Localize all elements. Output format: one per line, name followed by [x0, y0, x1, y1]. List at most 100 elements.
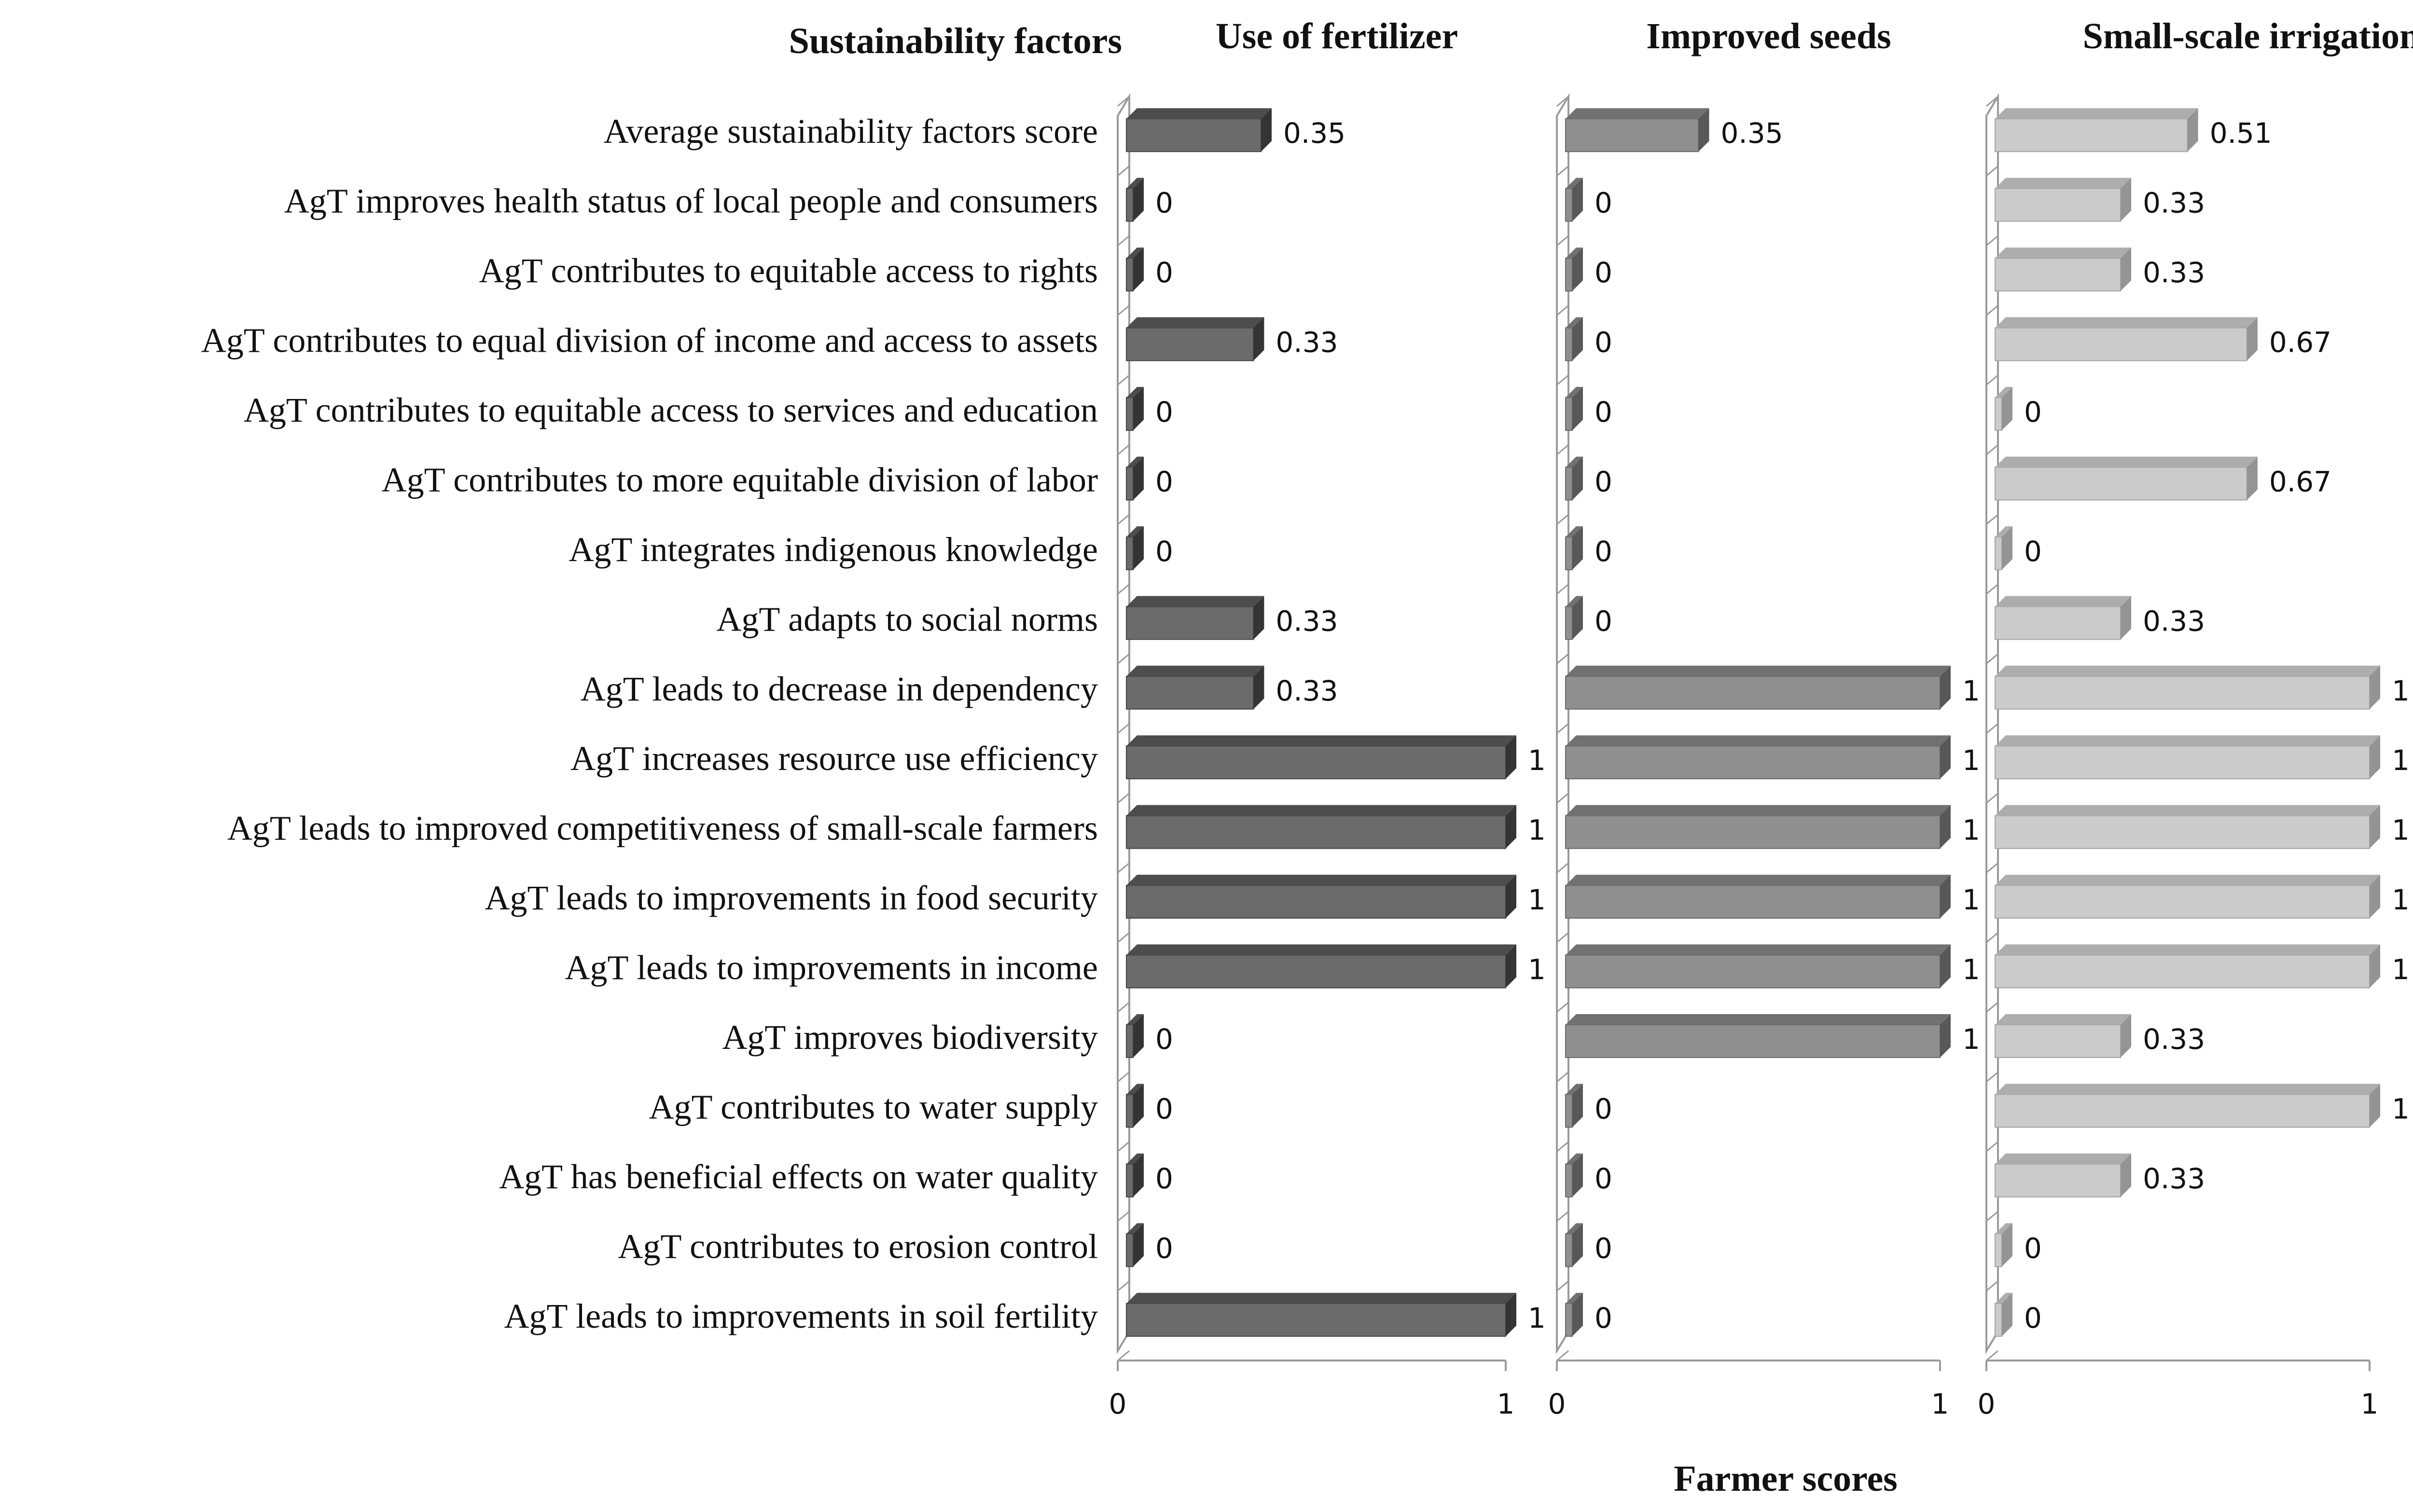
bar-improved-seeds — [1565, 1094, 1573, 1128]
value-label-improved-seeds: 0 — [1595, 187, 1612, 220]
wall-gridline — [1556, 723, 1569, 734]
bar-improved-seeds — [1565, 1024, 1941, 1058]
value-label-use-of-fertilizer: 0 — [1155, 1232, 1173, 1265]
bar-top-face — [1995, 317, 2258, 328]
wall-gridline — [1556, 793, 1569, 804]
wall-gridline — [1556, 165, 1569, 177]
bar-side-face — [2370, 1084, 2380, 1127]
bar-side-face — [1940, 805, 1951, 849]
wall-gridline — [1117, 96, 1130, 107]
bar-small-scale-irrigation — [1995, 815, 2370, 849]
value-label-small-scale-irrigation: 0.33 — [2143, 1023, 2205, 1056]
value-label-use-of-fertilizer: 0 — [1155, 396, 1173, 428]
bar-improved-seeds — [1565, 1303, 1573, 1337]
bar-small-scale-irrigation — [1995, 745, 2370, 780]
wall-gridline — [1117, 1002, 1130, 1013]
bar-top-face — [1566, 735, 1951, 746]
wall-gridline — [1556, 1350, 1569, 1361]
bar-small-scale-irrigation — [1995, 118, 2188, 152]
bar-side-face — [2247, 317, 2258, 361]
bar-small-scale-irrigation — [1995, 675, 2370, 710]
bar-top-face — [1995, 1292, 2012, 1304]
wall-gridline — [1986, 1072, 1998, 1083]
value-label-improved-seeds: 1 — [1962, 883, 1980, 916]
bar-top-face — [1566, 1223, 1583, 1234]
bar-top-face — [1126, 735, 1516, 746]
bar-small-scale-irrigation — [1995, 606, 2122, 640]
value-label-use-of-fertilizer: 1 — [1528, 744, 1546, 777]
category-label-agt-improves-biodiversity: AgT improves biodiversity — [722, 1018, 1098, 1057]
value-label-improved-seeds: 1 — [1962, 744, 1980, 777]
wall-gridline — [1117, 1141, 1130, 1152]
bar-top-face — [1566, 665, 1951, 676]
bar-improved-seeds — [1565, 885, 1941, 919]
category-label-agt-contributes-to-more-equitable-division-of-labor: AgT contributes to more equitable divisi… — [382, 460, 1098, 499]
bar-side-face — [1940, 944, 1951, 988]
value-label-use-of-fertilizer: 0 — [1155, 1092, 1173, 1125]
bar-small-scale-irrigation — [1995, 885, 2370, 919]
wall-gridline — [1556, 653, 1569, 664]
wall-gridline — [1986, 1141, 1998, 1152]
bar-top-face — [1126, 1014, 1144, 1025]
bar-use-of-fertilizer — [1126, 118, 1262, 152]
bar-side-face — [1572, 387, 1583, 430]
wall-gridline — [1986, 793, 1998, 804]
bar-side-face — [1133, 1153, 1144, 1197]
bar-side-face — [1133, 526, 1144, 570]
bar-side-face — [2187, 108, 2198, 152]
bar-top-face — [1126, 178, 1144, 189]
wall-gridline — [1986, 444, 1998, 455]
bar-side-face — [1572, 596, 1583, 640]
bar-improved-seeds — [1565, 258, 1573, 292]
bar-top-face — [1566, 387, 1583, 398]
wall-gridline — [1986, 653, 1998, 664]
category-label-agt-contributes-to-equal-division-of-income-and-access-to-assets: AgT contributes to equal division of inc… — [201, 321, 1098, 360]
bar-use-of-fertilizer — [1126, 675, 1254, 710]
wall-gridline — [1556, 1072, 1569, 1083]
value-label-small-scale-irrigation: 0 — [2024, 1232, 2042, 1265]
value-label-small-scale-irrigation: 1 — [2392, 674, 2410, 707]
category-label-agt-contributes-to-equitable-access-to-services-and-education: AgT contributes to equitable access to s… — [244, 391, 1098, 429]
bar-top-face — [1126, 317, 1264, 328]
x-tick-label: 1 — [2361, 1388, 2379, 1420]
value-label-improved-seeds: 0 — [1595, 256, 1612, 289]
bar-side-face — [1572, 1223, 1583, 1267]
value-label-use-of-fertilizer: 0 — [1155, 256, 1173, 289]
bar-improved-seeds — [1565, 1233, 1573, 1267]
bar-top-face — [1995, 1223, 2012, 1234]
value-label-improved-seeds: 0 — [1595, 535, 1612, 568]
bar-top-face — [1995, 178, 2132, 189]
value-label-small-scale-irrigation: 0 — [2024, 535, 2042, 568]
bar-side-face — [1133, 1014, 1144, 1058]
value-label-improved-seeds: 0 — [1595, 465, 1612, 498]
value-label-small-scale-irrigation: 0 — [2024, 396, 2042, 428]
bar-top-face — [1995, 456, 2258, 467]
bar-side-face — [2370, 875, 2380, 919]
wall-gridline — [1117, 862, 1130, 874]
value-label-improved-seeds: 0.35 — [1721, 117, 1783, 150]
bar-side-face — [2002, 1223, 2012, 1267]
bar-side-face — [2002, 526, 2012, 570]
bar-top-face — [1995, 1084, 2380, 1095]
bar-top-face — [1995, 875, 2380, 886]
wall-gridline — [1556, 1280, 1569, 1292]
wall-gridline — [1986, 374, 1998, 385]
value-label-small-scale-irrigation: 0.67 — [2269, 326, 2331, 359]
wall-gridline — [1117, 932, 1130, 943]
bar-top-face — [1566, 1153, 1583, 1164]
bar-improved-seeds — [1565, 327, 1573, 361]
wall-gridline — [1117, 165, 1130, 177]
bar-side-face — [1133, 456, 1144, 500]
value-label-improved-seeds: 1 — [1962, 814, 1980, 847]
value-label-use-of-fertilizer: 1 — [1528, 814, 1546, 847]
value-label-small-scale-irrigation: 0.67 — [2269, 465, 2331, 498]
bar-side-face — [1253, 596, 1264, 640]
bar-side-face — [1698, 108, 1709, 152]
bar-improved-seeds — [1565, 815, 1941, 849]
bar-side-face — [1506, 1292, 1516, 1336]
bar-small-scale-irrigation — [1995, 467, 2247, 501]
bar-side-face — [1940, 875, 1951, 919]
bar-top-face — [1566, 526, 1583, 537]
x-tick-label: 0 — [1109, 1388, 1127, 1420]
bar-top-face — [1566, 596, 1583, 607]
